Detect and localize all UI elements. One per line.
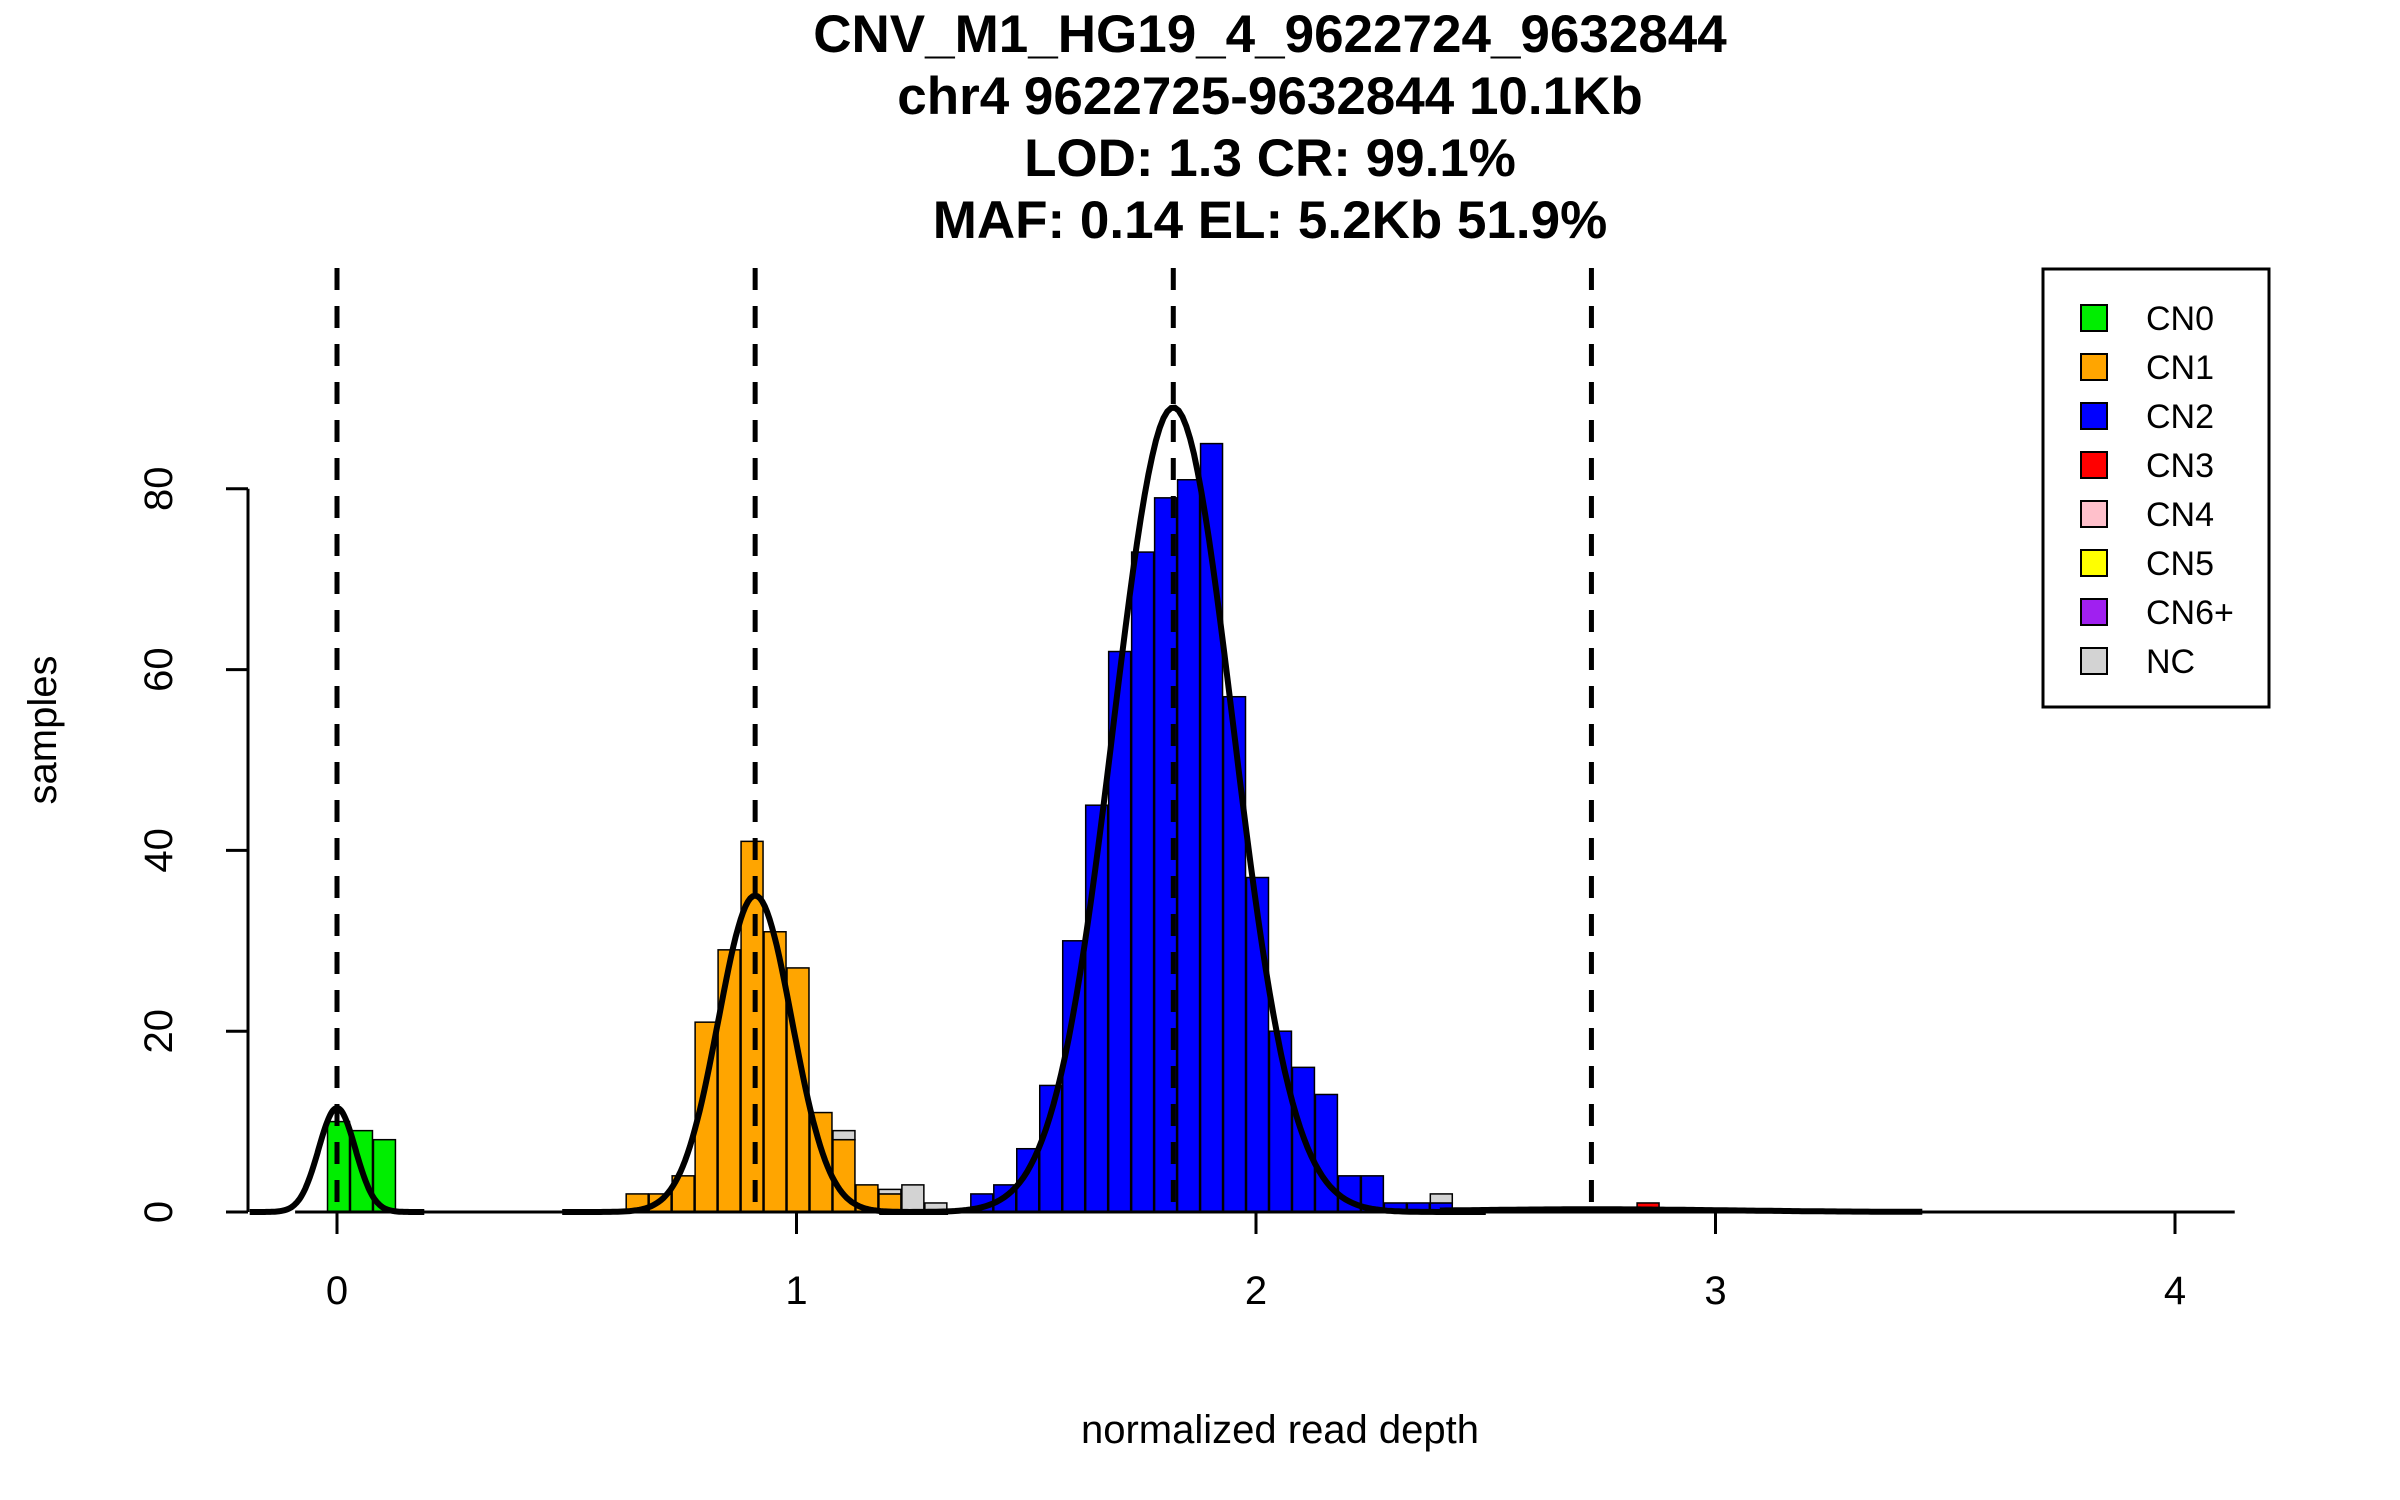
y-tick-label: 20 (137, 1009, 181, 1054)
legend: CN0 CN1 CN2 CN3 CN4 CN5 CN6+ NC (2041, 267, 2271, 709)
legend-swatch (2080, 353, 2108, 381)
y-axis: 0 20 40 60 80 (137, 467, 250, 1223)
y-tick-label: 60 (137, 647, 181, 692)
legend-swatch (2080, 647, 2108, 675)
x-tick-label: 3 (1704, 1269, 1726, 1313)
legend-swatch (2080, 500, 2108, 528)
legend-label: CN2 (2146, 398, 2214, 436)
x-axis-ticks: 0 1 2 3 4 (326, 1212, 2186, 1313)
y-axis-ticks: 0 20 40 60 80 (137, 467, 248, 1223)
y-tick-label: 0 (137, 1201, 181, 1223)
title-line-3: LOD: 1.3 CR: 99.1% (1024, 129, 1516, 188)
histogram-bar-cn2 (1176, 479, 1201, 1213)
legend-items: CN0 CN1 CN2 CN3 CN4 CN5 CN6+ NC (2080, 300, 2234, 681)
gaussian-fit-curve (879, 404, 1486, 1215)
y-tick-label: 80 (137, 467, 181, 512)
legend-swatch (2080, 304, 2108, 332)
legend-swatch (2080, 451, 2108, 479)
histogram-bar-nc (878, 1188, 902, 1195)
x-tick-label: 2 (1245, 1269, 1267, 1313)
histogram-bar-cn2 (1130, 551, 1155, 1213)
legend-label: CN3 (2146, 447, 2214, 485)
x-tick-label: 1 (785, 1269, 807, 1313)
legend-label: CN6+ (2146, 594, 2234, 632)
legend-swatch (2080, 402, 2108, 430)
x-tick-label: 0 (326, 1269, 348, 1313)
y-axis-label: samples (21, 656, 65, 805)
title-line-4: MAF: 0.14 EL: 5.2Kb 51.9% (933, 191, 1607, 250)
mean-dashed-lines (334, 268, 1594, 1212)
x-tick-label: 4 (2164, 1269, 2186, 1313)
legend-swatch (2080, 549, 2108, 577)
x-axis-label: normalized read depth (1081, 1408, 1479, 1452)
chart-title: CNV_M1_HG19_4_9622724_9632844 chr4 96227… (813, 5, 1727, 250)
title-line-1: CNV_M1_HG19_4_9622724_9632844 (813, 5, 1727, 64)
legend-label: NC (2146, 643, 2195, 681)
title-line-2: chr4 9622725-9632844 10.1Kb (897, 67, 1643, 126)
histogram-bar-nc (1429, 1193, 1454, 1204)
legend-label: CN5 (2146, 545, 2214, 583)
histogram-bar-cn2 (1222, 695, 1247, 1213)
legend-swatch (2080, 598, 2108, 626)
legend-box (2041, 267, 2271, 709)
x-axis: 0 1 2 3 4 (295, 1210, 2235, 1313)
legend-label: CN4 (2146, 496, 2214, 534)
y-tick-label: 40 (137, 828, 181, 873)
legend-label: CN0 (2146, 300, 2214, 338)
histogram-bar-nc (901, 1184, 925, 1213)
legend-label: CN1 (2146, 349, 2214, 387)
histogram-bar-nc (832, 1129, 856, 1141)
